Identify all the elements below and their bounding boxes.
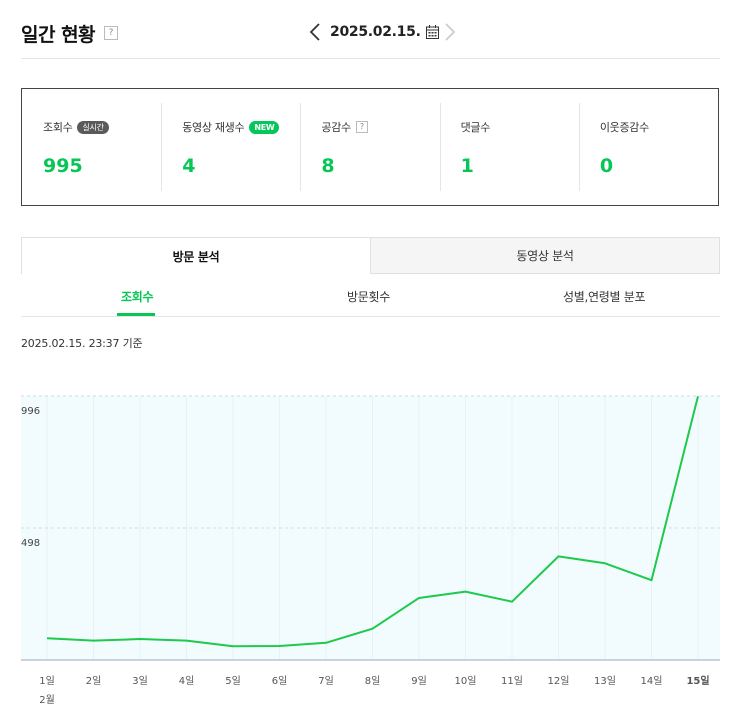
page-title: 일간 현황 xyxy=(21,24,96,46)
date-navigator: 2025.02.15. xyxy=(306,20,459,44)
x-month-label: 2월 xyxy=(39,694,55,706)
stat-label: 이웃증감수 xyxy=(599,121,649,134)
stat-label: 조회수 xyxy=(43,121,73,134)
subtab-visit-count[interactable]: 방문횟수 xyxy=(347,290,390,304)
data-point xyxy=(697,395,699,397)
current-date: 2025.02.15. xyxy=(330,24,421,40)
data-point xyxy=(651,579,653,581)
data-point xyxy=(232,645,234,647)
stat-video-plays: 동영상 재생수 NEW 4 xyxy=(161,89,300,205)
stat-likes: 공감수 ? 8 xyxy=(300,89,439,205)
stat-value: 0 xyxy=(599,155,614,177)
as-of-timestamp: 2025.02.15. 23:37 기준 xyxy=(21,337,143,350)
x-tick-label: 7일 xyxy=(318,675,334,687)
x-tick-label: 15일 xyxy=(686,674,709,687)
x-tick-label: 12일 xyxy=(548,675,570,687)
help-icon[interactable]: ? xyxy=(104,26,118,40)
active-tab-indicator xyxy=(117,313,155,316)
sub-tabs: 조회수 방문횟수 성별,연령별 분포 xyxy=(21,282,720,317)
stat-value: 1 xyxy=(460,155,474,177)
data-point xyxy=(604,562,606,564)
x-tick-label: 4일 xyxy=(179,675,195,687)
data-point xyxy=(186,640,188,642)
data-point xyxy=(46,637,48,639)
data-point xyxy=(558,555,560,557)
stat-value: 995 xyxy=(43,155,83,177)
stat-comments: 댓글수 1 xyxy=(439,89,579,205)
data-point xyxy=(279,645,281,647)
data-point xyxy=(325,642,327,644)
x-tick-label: 3일 xyxy=(132,675,148,687)
x-tick-label: 9일 xyxy=(411,675,427,687)
x-tick-label: 11일 xyxy=(501,675,523,687)
stat-label: 공감수 xyxy=(321,121,351,134)
y-tick-label: 996 xyxy=(21,406,40,417)
stat-label: 댓글수 xyxy=(460,121,491,134)
stat-value: 4 xyxy=(182,155,196,177)
x-tick-label: 5일 xyxy=(225,675,241,687)
x-tick-label: 13일 xyxy=(594,675,616,687)
stat-label: 동영상 재생수 xyxy=(182,121,245,134)
main-tabs: 방문 분석 동영상 분석 xyxy=(21,237,720,274)
stat-views: 조회수 실시간 995 xyxy=(22,89,161,205)
data-point xyxy=(465,591,467,593)
subtab-gender-age[interactable]: 성별,연령별 분포 xyxy=(563,290,646,304)
y-tick-label: 498 xyxy=(21,538,40,549)
tab-visit-analysis[interactable]: 방문 분석 xyxy=(21,237,370,274)
x-tick-label: 10일 xyxy=(455,675,477,687)
views-line-chart: 498 996 1일 2일 3일 4일 5일 6일 7일 8일 9일 10일 11일 12일 13일 14일 1… xyxy=(21,395,720,706)
x-tick-label: 14일 xyxy=(641,675,663,687)
stat-value: 8 xyxy=(321,155,335,177)
x-tick-label: 2일 xyxy=(86,675,102,687)
series-line-views xyxy=(46,396,699,648)
realtime-badge: 실시간 xyxy=(77,120,109,134)
x-tick-label: 1일 xyxy=(39,675,55,687)
help-icon[interactable]: ? xyxy=(355,121,368,133)
data-point xyxy=(93,640,95,642)
new-badge: NEW xyxy=(249,120,280,134)
chevron-right-icon[interactable] xyxy=(441,20,459,44)
chevron-left-icon[interactable] xyxy=(306,20,324,44)
data-point xyxy=(139,638,141,640)
header-divider xyxy=(21,58,720,59)
calendar-icon[interactable] xyxy=(425,23,441,41)
subtab-views[interactable]: 조회수 xyxy=(121,290,154,304)
x-tick-label: 8일 xyxy=(365,675,381,687)
data-point xyxy=(418,597,420,599)
stat-neighbor-change: 이웃증감수 0 xyxy=(578,89,718,205)
x-tick-label: 6일 xyxy=(272,675,288,687)
stats-summary: 조회수 실시간 995 동영상 재생수 NEW 4 공감수 ? 8 댓글수 1 … xyxy=(21,88,719,206)
tab-video-analysis[interactable]: 동영상 분석 xyxy=(370,237,720,274)
data-point xyxy=(511,601,513,603)
data-point xyxy=(372,628,374,630)
